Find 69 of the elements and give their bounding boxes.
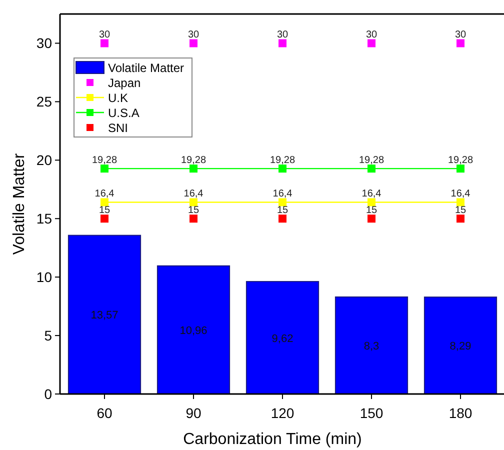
point <box>100 214 108 223</box>
y-tick-label: 15 <box>36 210 52 227</box>
point <box>100 39 108 48</box>
x-tick-label: 180 <box>448 405 472 421</box>
point <box>100 198 108 206</box>
data-label: 15 <box>366 205 378 216</box>
x-tick-label: 150 <box>360 405 384 421</box>
data-label: 16,4 <box>94 188 115 200</box>
point <box>368 164 376 173</box>
point <box>456 39 464 48</box>
bar <box>68 234 142 394</box>
data-label: 9,62 <box>272 332 294 345</box>
data-label: 13,57 <box>90 310 118 322</box>
data-label: 19,28 <box>358 155 384 166</box>
x-axis-title: Carbonization Time (min) <box>183 431 362 448</box>
point <box>100 164 108 173</box>
point <box>368 39 376 48</box>
point <box>278 164 286 173</box>
point <box>456 164 464 173</box>
point <box>278 198 286 206</box>
legend-label: SNI <box>108 121 128 135</box>
data-label: 19,28 <box>270 155 296 166</box>
point <box>456 198 464 206</box>
x-tick-label: 90 <box>186 405 202 421</box>
point <box>368 198 376 206</box>
data-label: 8,3 <box>364 340 380 352</box>
data-label: 30 <box>276 30 288 41</box>
data-label: 16,4 <box>450 188 471 200</box>
point <box>190 198 198 206</box>
data-label: 8,29 <box>450 340 472 353</box>
y-tick-label: 30 <box>36 35 52 52</box>
y-tick-label: 25 <box>36 94 52 110</box>
data-label: 16,4 <box>184 188 204 200</box>
point <box>278 214 286 223</box>
data-label: 19,28 <box>448 155 474 166</box>
data-label: 19,28 <box>180 155 206 166</box>
y-tick-label: 10 <box>36 269 52 286</box>
data-label: 30 <box>366 30 378 41</box>
data-label: 19,28 <box>92 155 118 166</box>
data-label: 30 <box>454 30 466 41</box>
y-axis-title: Volatile Matter <box>11 152 28 255</box>
bar <box>334 296 408 394</box>
y-tick-label: 20 <box>36 152 52 168</box>
legend-label: Volatile Matter <box>108 61 184 75</box>
x-tick-label: 60 <box>96 405 112 421</box>
point <box>190 164 198 173</box>
bar <box>424 296 498 394</box>
x-tick-label: 120 <box>270 405 294 421</box>
data-label: 15 <box>188 205 200 216</box>
data-label: 16,4 <box>362 188 382 200</box>
data-label: 15 <box>276 205 288 216</box>
point <box>278 39 286 48</box>
bar <box>246 281 320 394</box>
point <box>190 214 198 223</box>
data-label: 15 <box>454 205 466 216</box>
y-tick-label: 5 <box>44 328 52 344</box>
legend-label: Japan <box>108 76 141 90</box>
point <box>190 39 198 48</box>
y-tick-label: 0 <box>44 386 52 402</box>
legend-label: U.K <box>108 91 128 105</box>
legend-label: U.S.A <box>108 106 140 120</box>
data-label: 10,96 <box>180 324 208 337</box>
point <box>368 214 376 223</box>
bar <box>156 265 230 394</box>
data-label: 15 <box>98 205 110 216</box>
data-label: 30 <box>188 30 200 41</box>
data-label: 16,4 <box>272 188 293 200</box>
data-label: 30 <box>98 30 110 41</box>
point <box>456 214 464 223</box>
